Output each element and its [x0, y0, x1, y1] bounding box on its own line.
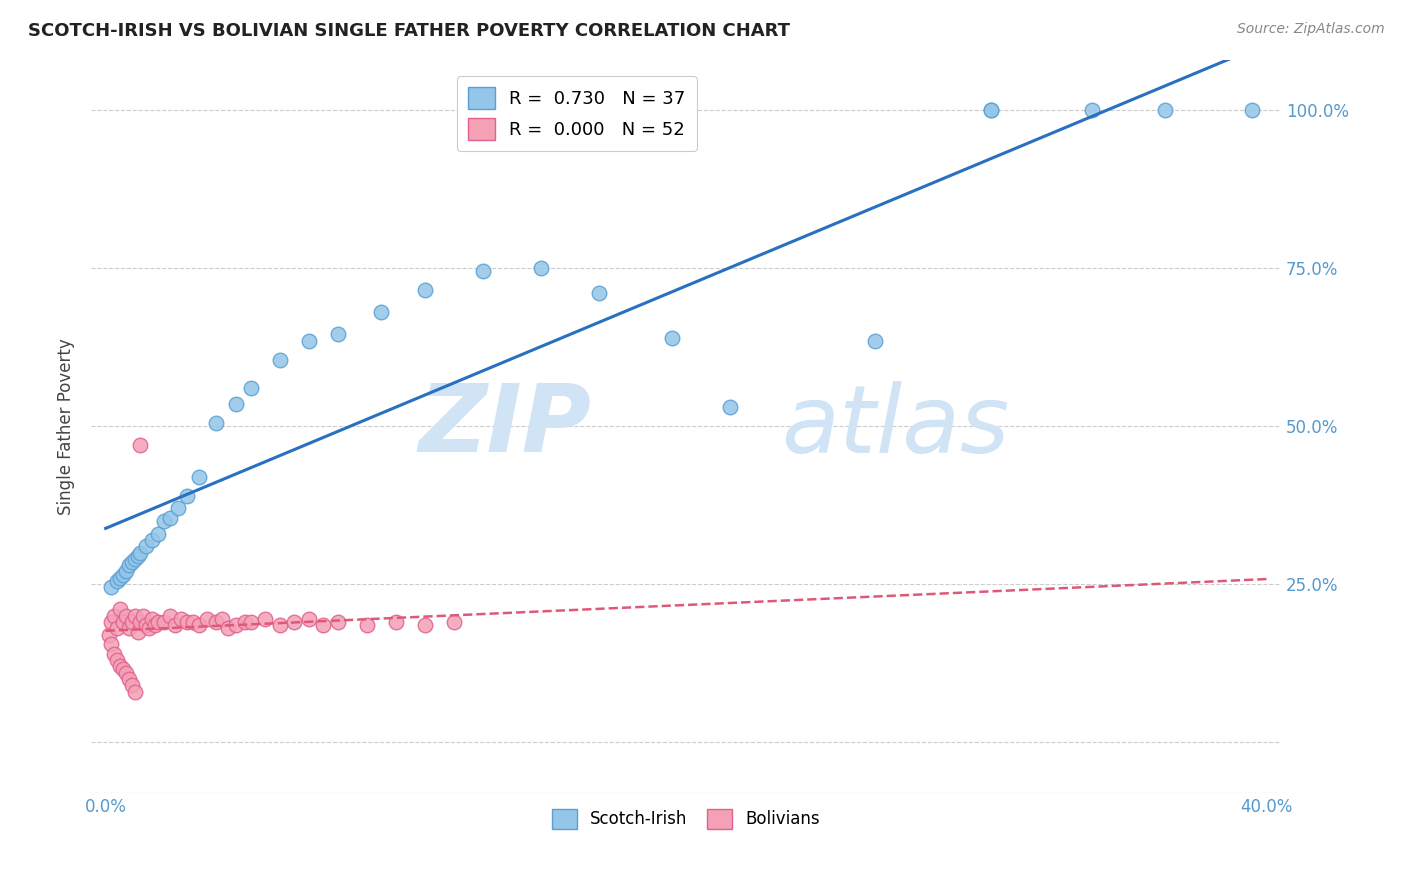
Point — [181, 615, 204, 629]
Point — [103, 647, 125, 661]
Point — [115, 565, 138, 579]
Point — [217, 621, 239, 635]
Point — [225, 618, 247, 632]
Point — [269, 618, 291, 632]
Point — [661, 331, 683, 345]
Point — [135, 618, 157, 632]
Point — [205, 416, 228, 430]
Point — [225, 397, 247, 411]
Point — [239, 381, 262, 395]
Point — [167, 501, 190, 516]
Point — [124, 684, 146, 698]
Text: Source: ZipAtlas.com: Source: ZipAtlas.com — [1237, 22, 1385, 37]
Point — [100, 615, 122, 629]
Point — [115, 608, 138, 623]
Point — [124, 608, 146, 623]
Point — [254, 612, 277, 626]
Point — [239, 615, 262, 629]
Point — [269, 352, 291, 367]
Point — [1154, 103, 1177, 117]
Point — [211, 612, 233, 626]
Point — [187, 469, 209, 483]
Point — [129, 615, 152, 629]
Point — [356, 618, 378, 632]
Point — [143, 618, 166, 632]
Point — [159, 510, 181, 524]
Point — [298, 334, 321, 348]
Point — [103, 608, 125, 623]
Text: ZIP: ZIP — [418, 380, 591, 472]
Point — [112, 567, 135, 582]
Point — [118, 621, 141, 635]
Point — [233, 615, 256, 629]
Point — [205, 615, 228, 629]
Point — [108, 659, 131, 673]
Point — [326, 327, 349, 342]
Point — [129, 545, 152, 559]
Point — [108, 602, 131, 616]
Point — [312, 618, 335, 632]
Point — [121, 678, 143, 692]
Point — [146, 526, 169, 541]
Point — [471, 264, 494, 278]
Point — [138, 621, 160, 635]
Point — [159, 608, 181, 623]
Point — [980, 103, 1002, 117]
Point — [443, 615, 465, 629]
Point — [108, 571, 131, 585]
Point — [413, 618, 436, 632]
Point — [141, 612, 163, 626]
Point — [588, 286, 610, 301]
Point — [980, 103, 1002, 117]
Point — [298, 612, 321, 626]
Point — [118, 558, 141, 573]
Point — [863, 334, 886, 348]
Point — [115, 665, 138, 680]
Point — [1081, 103, 1104, 117]
Text: atlas: atlas — [782, 381, 1010, 472]
Point — [370, 305, 392, 319]
Point — [127, 624, 149, 639]
Point — [165, 618, 187, 632]
Point — [152, 514, 174, 528]
Point — [124, 551, 146, 566]
Point — [152, 615, 174, 629]
Point — [283, 615, 305, 629]
Point — [97, 628, 120, 642]
Point — [530, 261, 553, 276]
Point — [100, 580, 122, 594]
Point — [141, 533, 163, 547]
Point — [187, 618, 209, 632]
Point — [170, 612, 193, 626]
Point — [112, 662, 135, 676]
Point — [413, 283, 436, 297]
Point — [1240, 103, 1263, 117]
Point — [105, 621, 128, 635]
Point — [718, 400, 741, 414]
Text: SCOTCH-IRISH VS BOLIVIAN SINGLE FATHER POVERTY CORRELATION CHART: SCOTCH-IRISH VS BOLIVIAN SINGLE FATHER P… — [28, 22, 790, 40]
Point — [129, 438, 152, 452]
Point — [176, 489, 198, 503]
Point — [100, 637, 122, 651]
Point — [118, 672, 141, 686]
Point — [146, 615, 169, 629]
Point — [326, 615, 349, 629]
Point — [385, 615, 408, 629]
Point — [132, 608, 155, 623]
Legend: Scotch-Irish, Bolivians: Scotch-Irish, Bolivians — [546, 802, 827, 836]
Point — [105, 653, 128, 667]
Point — [121, 555, 143, 569]
Point — [135, 539, 157, 553]
Point — [112, 615, 135, 629]
Point — [105, 574, 128, 588]
Y-axis label: Single Father Poverty: Single Father Poverty — [58, 338, 75, 515]
Point — [127, 549, 149, 563]
Point — [176, 615, 198, 629]
Point — [195, 612, 218, 626]
Point — [121, 615, 143, 629]
